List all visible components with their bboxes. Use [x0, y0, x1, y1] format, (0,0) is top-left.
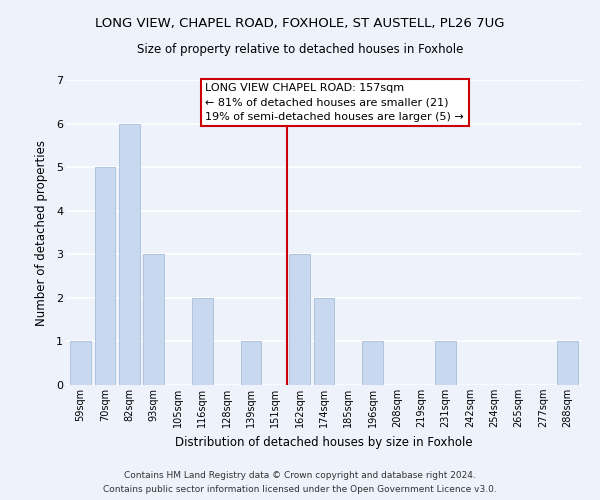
Bar [289, 254, 310, 385]
Text: LONG VIEW CHAPEL ROAD: 157sqm
← 81% of detached houses are smaller (21)
19% of s: LONG VIEW CHAPEL ROAD: 157sqm ← 81% of d… [205, 83, 464, 122]
Bar [143, 254, 164, 385]
X-axis label: Distribution of detached houses by size in Foxhole: Distribution of detached houses by size … [175, 436, 473, 448]
Text: Size of property relative to detached houses in Foxhole: Size of property relative to detached ho… [137, 42, 463, 56]
Bar [362, 342, 383, 385]
Bar [436, 342, 456, 385]
Bar [119, 124, 140, 385]
Text: Contains HM Land Registry data © Crown copyright and database right 2024.
Contai: Contains HM Land Registry data © Crown c… [103, 472, 497, 494]
Bar [314, 298, 334, 385]
Bar [95, 167, 115, 385]
Text: LONG VIEW, CHAPEL ROAD, FOXHOLE, ST AUSTELL, PL26 7UG: LONG VIEW, CHAPEL ROAD, FOXHOLE, ST AUST… [95, 18, 505, 30]
Bar [557, 342, 578, 385]
Bar [70, 342, 91, 385]
Bar [192, 298, 212, 385]
Bar [241, 342, 262, 385]
Y-axis label: Number of detached properties: Number of detached properties [35, 140, 48, 326]
